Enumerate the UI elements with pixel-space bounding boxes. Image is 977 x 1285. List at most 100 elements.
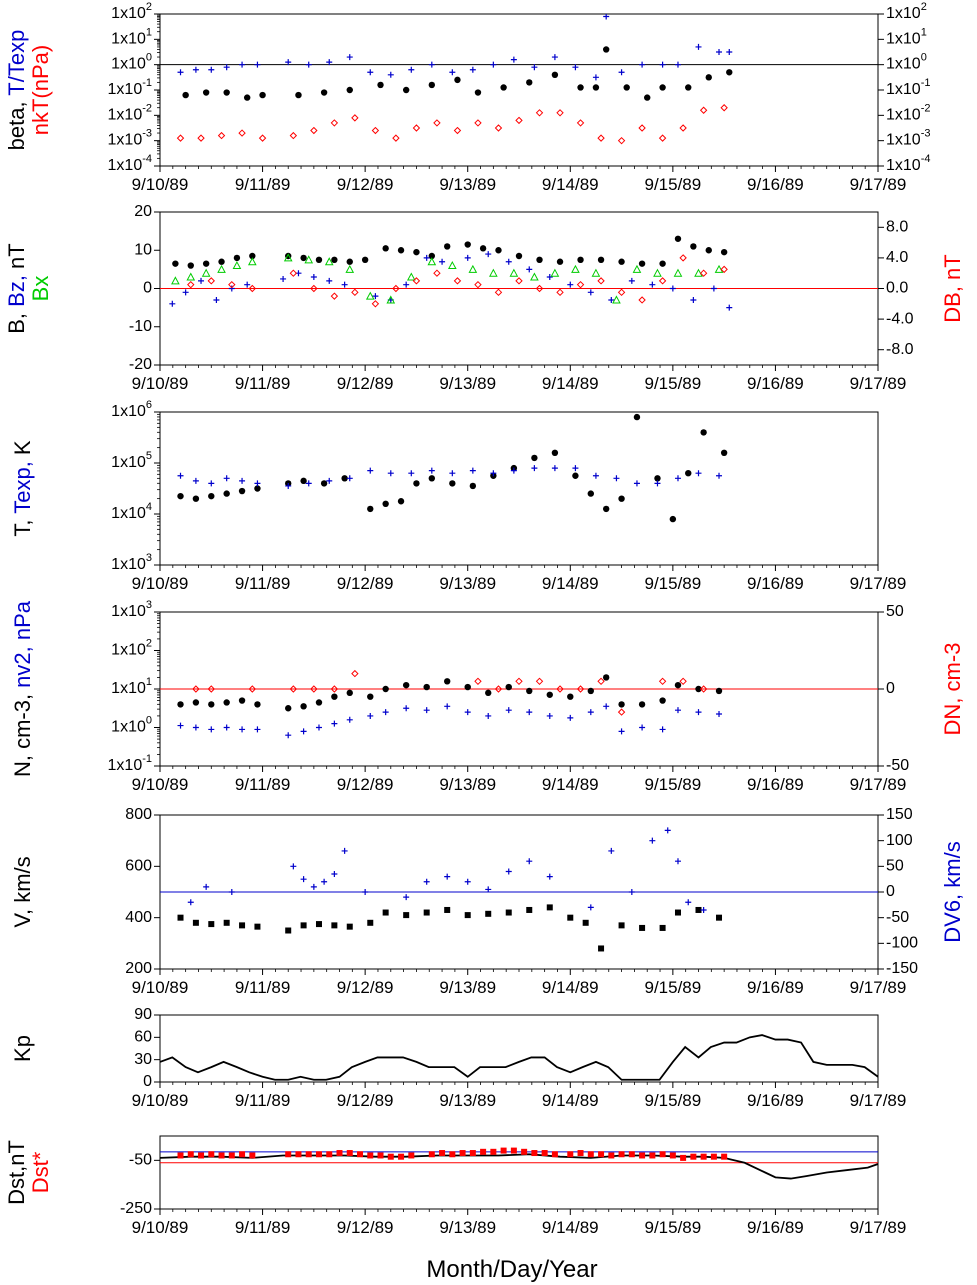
data-point-dst* <box>469 1150 476 1157</box>
data-point-n <box>464 683 471 691</box>
data-point-v <box>485 910 492 917</box>
data-point-dst* <box>336 1150 343 1157</box>
data-point-n <box>315 699 323 706</box>
data-point-t/texp <box>346 54 353 61</box>
data-point-dn <box>556 685 564 693</box>
data-point-bz <box>690 296 697 303</box>
right-y-axis-label: DV6, km/s <box>940 841 965 942</box>
data-point-texp <box>674 475 681 482</box>
left-tick-label: -250 <box>120 1200 152 1217</box>
y-axis-label: nkT(nPa) <box>28 45 53 135</box>
data-point-dn <box>248 685 257 693</box>
x-tick-label: 9/12/89 <box>337 175 394 194</box>
data-point-t <box>177 492 184 500</box>
data-point-n <box>715 687 723 695</box>
data-point-t <box>654 475 661 482</box>
data-point-beta <box>623 84 630 91</box>
x-tick-label: 9/10/89 <box>132 175 189 194</box>
data-point-dn <box>330 685 339 693</box>
x-tick-label: 9/17/89 <box>850 978 907 997</box>
data-point-bx <box>283 253 293 262</box>
data-point-bx <box>386 295 396 304</box>
data-point-b <box>690 243 697 250</box>
x-tick-label: 9/11/89 <box>235 978 290 997</box>
left-tick-label: 1x10-1 <box>108 77 152 98</box>
left-tick-label: 1x10-3 <box>108 128 152 149</box>
data-point-bz <box>169 300 176 307</box>
x-tick-label: 9/15/89 <box>644 1218 701 1237</box>
data-point-t/texp <box>208 66 215 73</box>
data-point-n <box>367 693 374 700</box>
data-point-beta <box>223 89 230 96</box>
data-point-dn <box>679 677 687 686</box>
x-tick-label: 9/15/89 <box>644 374 701 393</box>
x-tick-label: 9/10/89 <box>132 574 189 593</box>
data-point-nkt <box>310 126 318 135</box>
right-tick-label: -50 <box>886 909 909 926</box>
data-point-t/texp <box>223 64 230 71</box>
series-group-Dst <box>160 1147 878 1180</box>
data-point-dst* <box>500 1147 507 1154</box>
data-point-b <box>556 258 564 265</box>
data-point-b <box>597 256 605 264</box>
data-point-dv6 <box>608 847 615 854</box>
right-tick-label: -150 <box>886 960 918 977</box>
data-point-texp <box>254 480 261 487</box>
data-point-nv2 <box>315 724 322 731</box>
data-point-texp <box>223 475 230 482</box>
data-point-t <box>720 449 728 456</box>
x-tick-label: 9/13/89 <box>439 978 496 997</box>
data-point-dv6 <box>628 889 635 895</box>
data-point-dv6 <box>526 858 533 865</box>
data-point-nkt <box>217 131 226 140</box>
data-point-bx <box>653 268 662 277</box>
data-point-nkt <box>576 119 585 127</box>
data-point-beta <box>726 69 733 76</box>
left-tick-label: 1x103 <box>111 552 152 573</box>
data-point-t/texp <box>531 64 538 71</box>
data-point-n <box>208 701 215 708</box>
data-point-bz <box>546 274 553 281</box>
data-point-t <box>669 515 677 523</box>
data-point-bx <box>447 260 457 270</box>
data-point-bx <box>468 264 478 273</box>
data-point-b <box>300 254 307 262</box>
x-tick-label: 9/14/89 <box>542 1091 599 1110</box>
x-tick-label: 9/16/89 <box>747 175 804 194</box>
data-point-db <box>576 280 585 289</box>
data-point-dst* <box>659 1151 666 1158</box>
data-point-nv2 <box>546 712 553 719</box>
data-point-texp <box>469 467 476 474</box>
panels-group: 1x10-41x10-31x10-21x10-11x1001x1011x1021… <box>4 1 965 1237</box>
data-point-b <box>444 243 451 250</box>
data-point-texp <box>592 472 599 479</box>
data-point-texp <box>346 475 353 482</box>
data-point-dst* <box>346 1150 353 1157</box>
x-tick-label: 9/13/89 <box>439 775 496 794</box>
data-point-nkt <box>330 119 339 127</box>
series-group-beta <box>160 14 878 145</box>
data-point-dn <box>515 677 523 686</box>
data-point-b <box>331 256 338 264</box>
data-point-b <box>382 245 389 252</box>
right-tick-label: 50 <box>886 603 904 620</box>
y-axis-label: beta, T/Texp <box>4 30 29 151</box>
left-tick-label: 1x101 <box>111 676 152 697</box>
data-point-n <box>444 678 451 685</box>
data-point-t <box>428 475 436 482</box>
data-point-bz <box>710 285 717 292</box>
data-point-db <box>597 277 605 285</box>
data-point-texp <box>285 482 292 489</box>
data-point-t/texp <box>592 74 599 81</box>
data-point-db <box>535 284 544 293</box>
x-tick-label: 9/17/89 <box>850 775 907 794</box>
data-point-dst* <box>187 1151 194 1158</box>
data-point-bz <box>213 296 220 303</box>
left-tick-label: -10 <box>129 318 152 335</box>
data-point-nkt <box>515 116 523 125</box>
data-point-v <box>403 912 410 919</box>
data-point-bx <box>550 268 560 277</box>
right-tick-label: 150 <box>886 806 913 823</box>
data-point-nkt <box>289 131 298 140</box>
data-point-v <box>367 919 374 926</box>
